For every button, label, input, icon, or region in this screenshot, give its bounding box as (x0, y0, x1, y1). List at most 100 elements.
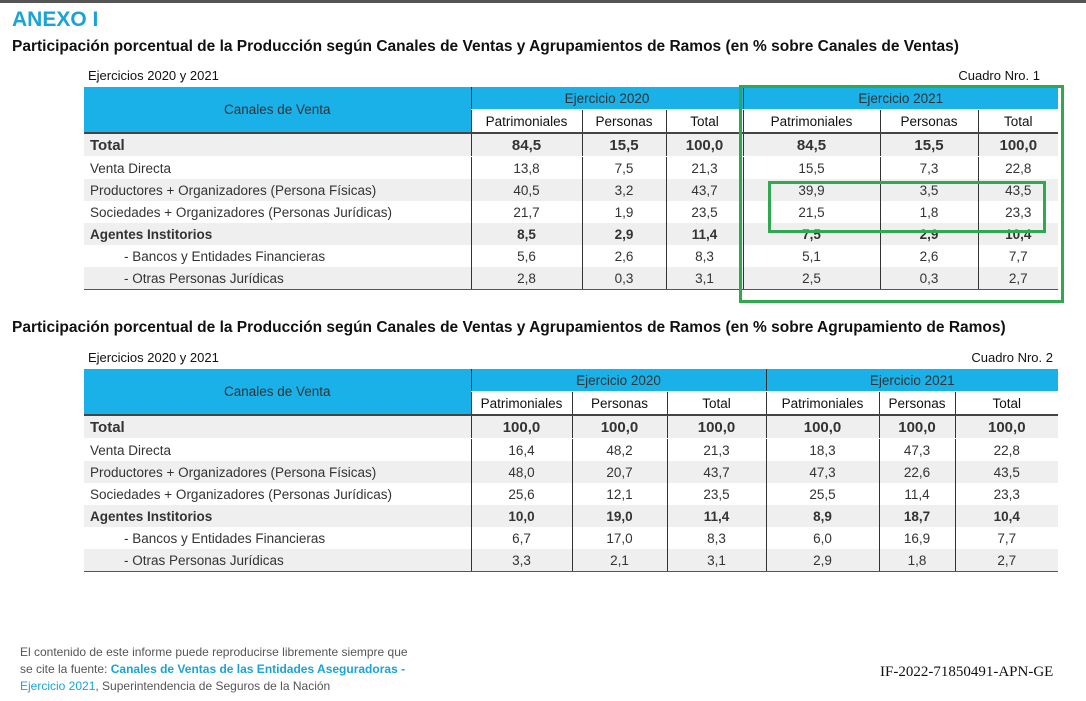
footer-source-link-cont[interactable]: Ejercicio 2021 (20, 679, 96, 693)
cell: 48,0 (470, 461, 572, 483)
cell: 11,4 (666, 505, 767, 527)
cell: 2,5 (742, 267, 881, 290)
cell: 1,8 (879, 201, 979, 223)
cell: 23,5 (666, 483, 767, 505)
table2-row: - Otras Personas Jurídicas 3,3 2,1 3,1 2… (84, 549, 1059, 572)
table2-cuadro: Cuadro Nro. 2 (971, 350, 1053, 365)
footer-source-link[interactable]: Canales de Ventas de las Entidades Asegu… (110, 662, 406, 676)
footer-line3-post: , Superintendencia de Seguros de la Naci… (95, 679, 331, 693)
cell: 16,4 (470, 438, 572, 461)
table1-row: Agentes Institorios 8,5 2,9 11,4 7,5 2,9… (84, 223, 1059, 245)
cell: 43,7 (665, 179, 744, 201)
table1-subheader-row: Patrimoniales Personas Total Patrimonial… (84, 109, 1059, 134)
table1-sub-patrimoniales-2020: Patrimoniales (470, 109, 582, 134)
cell: 22,6 (878, 461, 956, 483)
cell: 18,3 (765, 438, 880, 461)
cell: 8,3 (666, 527, 767, 549)
cell: 7,7 (954, 527, 1059, 549)
table2-col-label: Canales de Venta (84, 369, 471, 415)
cell: 18,7 (878, 505, 956, 527)
table1-row: Venta Directa 13,8 7,5 21,3 15,5 7,3 22,… (84, 156, 1059, 179)
footer-line2: se cite la fuente: Canales de Ventas de … (20, 661, 408, 678)
footer-line3: Ejercicio 2021, Superintendencia de Segu… (20, 678, 408, 695)
cell: 2,6 (879, 245, 979, 267)
table1-row: - Bancos y Entidades Financieras 5,6 2,6… (84, 245, 1059, 267)
row-label: Total (84, 414, 471, 439)
cell: 100,0 (665, 132, 744, 157)
table2-row: Venta Directa 16,4 48,2 21,3 18,3 47,3 2… (84, 438, 1059, 461)
cell: 39,9 (742, 179, 881, 201)
table2: Canales de Venta Ejercicio 2020 Ejercici… (84, 369, 1059, 572)
cell: 19,0 (571, 505, 667, 527)
cell: 21,3 (666, 438, 767, 461)
cell: 5,1 (742, 245, 881, 267)
cell: 10,0 (470, 505, 572, 527)
table1-sub-total-2021: Total (977, 109, 1059, 134)
footer-line1: El contenido de este informe puede repro… (20, 645, 408, 659)
cell: 100,0 (977, 132, 1059, 157)
cell: 8,5 (470, 223, 582, 245)
row-label: - Otras Personas Jurídicas (84, 549, 471, 572)
cell: 84,5 (742, 132, 881, 157)
table2-ejercicios: Ejercicios 2020 y 2021 (88, 350, 219, 365)
cell: 43,5 (977, 179, 1059, 201)
row-label: Sociedades + Organizadores (Personas Jur… (90, 486, 393, 502)
cell: 8,9 (765, 505, 880, 527)
cell: 0,3 (581, 267, 666, 290)
table2-sub-personas-2020: Personas (571, 391, 667, 416)
cell: 15,5 (742, 156, 881, 179)
cell: 3,3 (470, 549, 572, 572)
table1: Canales de Venta Ejercicio 2020 Ejercici… (84, 87, 1059, 290)
row-label: Sociedades + Organizadores (Personas Jur… (90, 204, 393, 220)
table1-ejercicios: Ejercicios 2020 y 2021 (88, 68, 219, 83)
cell: 1,9 (581, 201, 666, 223)
cell: 100,0 (666, 414, 767, 439)
cell: 5,6 (470, 245, 582, 267)
cell: 20,7 (571, 461, 667, 483)
row-label: Venta Directa (90, 442, 172, 458)
cell: 2,9 (879, 223, 979, 245)
row-label: - Otras Personas Jurídicas (84, 267, 471, 290)
footer-note: El contenido de este informe puede repro… (20, 644, 408, 695)
table1-col-label: Canales de Venta (84, 87, 471, 133)
cell: 13,8 (470, 156, 582, 179)
row-label: Agentes Institorios (84, 505, 471, 527)
row-label: - Bancos y Entidades Financieras (124, 530, 326, 546)
cell: 7,7 (977, 245, 1059, 267)
cell: 21,3 (665, 156, 744, 179)
cell: 11,4 (665, 223, 744, 245)
cell: 1,8 (878, 549, 956, 572)
row-label: Productores + Organizadores (Persona Fís… (84, 461, 471, 483)
cell: 25,5 (765, 483, 880, 505)
cell: 2,1 (571, 549, 667, 572)
table1-sub-personas-2021: Personas (879, 109, 979, 134)
cell: 12,1 (571, 483, 667, 505)
table1-cuadro: Cuadro Nro. 1 (958, 68, 1040, 83)
cell: 15,5 (581, 132, 666, 157)
cell: 22,8 (954, 438, 1059, 461)
cell: 3,5 (879, 179, 979, 201)
cell: 2,8 (470, 267, 582, 290)
table2-subheader-row: Patrimoniales Personas Total Patrimonial… (84, 391, 1059, 416)
cell: 2,7 (954, 549, 1059, 572)
footer-line2-pre: se cite la fuente: (20, 662, 111, 676)
cell: 21,5 (742, 201, 881, 223)
cell: 43,5 (954, 461, 1059, 483)
table2-row: - Bancos y Entidades Financieras 6,7 17,… (84, 527, 1059, 549)
table1-sub-personas-2020: Personas (581, 109, 666, 134)
row-label: Productores + Organizadores (Persona Fís… (84, 179, 471, 201)
cell: 6,7 (470, 527, 572, 549)
cell: 23,3 (954, 483, 1059, 505)
top-rule (0, 0, 1086, 3)
cell: 8,3 (665, 245, 744, 267)
cell: 100,0 (954, 414, 1059, 439)
table2-row: Productores + Organizadores (Persona Fís… (84, 461, 1059, 483)
table1-group-2020: Ejercicio 2020 (470, 87, 744, 110)
table2-sub-patrimoniales-2020: Patrimoniales (470, 391, 572, 416)
row-label: - Bancos y Entidades Financieras (124, 248, 326, 264)
cell: 16,9 (878, 527, 956, 549)
cell: 47,3 (878, 438, 956, 461)
cell: 25,6 (470, 483, 572, 505)
row-label: Agentes Institorios (84, 223, 471, 245)
cell: 17,0 (571, 527, 667, 549)
